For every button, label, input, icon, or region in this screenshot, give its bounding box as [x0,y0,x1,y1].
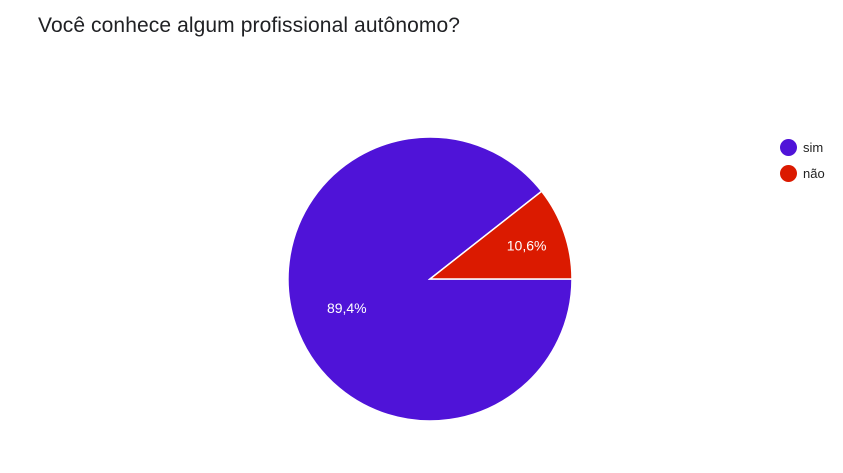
pie-labels: 89,4% 10,6% [327,238,547,316]
pie-slice-nao[interactable] [427,190,573,280]
legend-swatch-sim [780,138,797,156]
chart-legend: sim não [780,137,825,189]
legend-swatch-nao [780,164,797,182]
question-title: Você conhece algum profissional autônomo… [38,14,461,37]
legend-item-sim[interactable]: sim [780,137,825,157]
pie-label-sim: 89,4% [327,300,367,316]
legend-label-sim: sim [803,139,824,155]
pie-label-nao: 10,6% [507,238,547,254]
pie-slices [287,136,573,422]
legend-item-nao[interactable]: não [780,163,825,183]
legend-label-nao: não [803,165,825,181]
